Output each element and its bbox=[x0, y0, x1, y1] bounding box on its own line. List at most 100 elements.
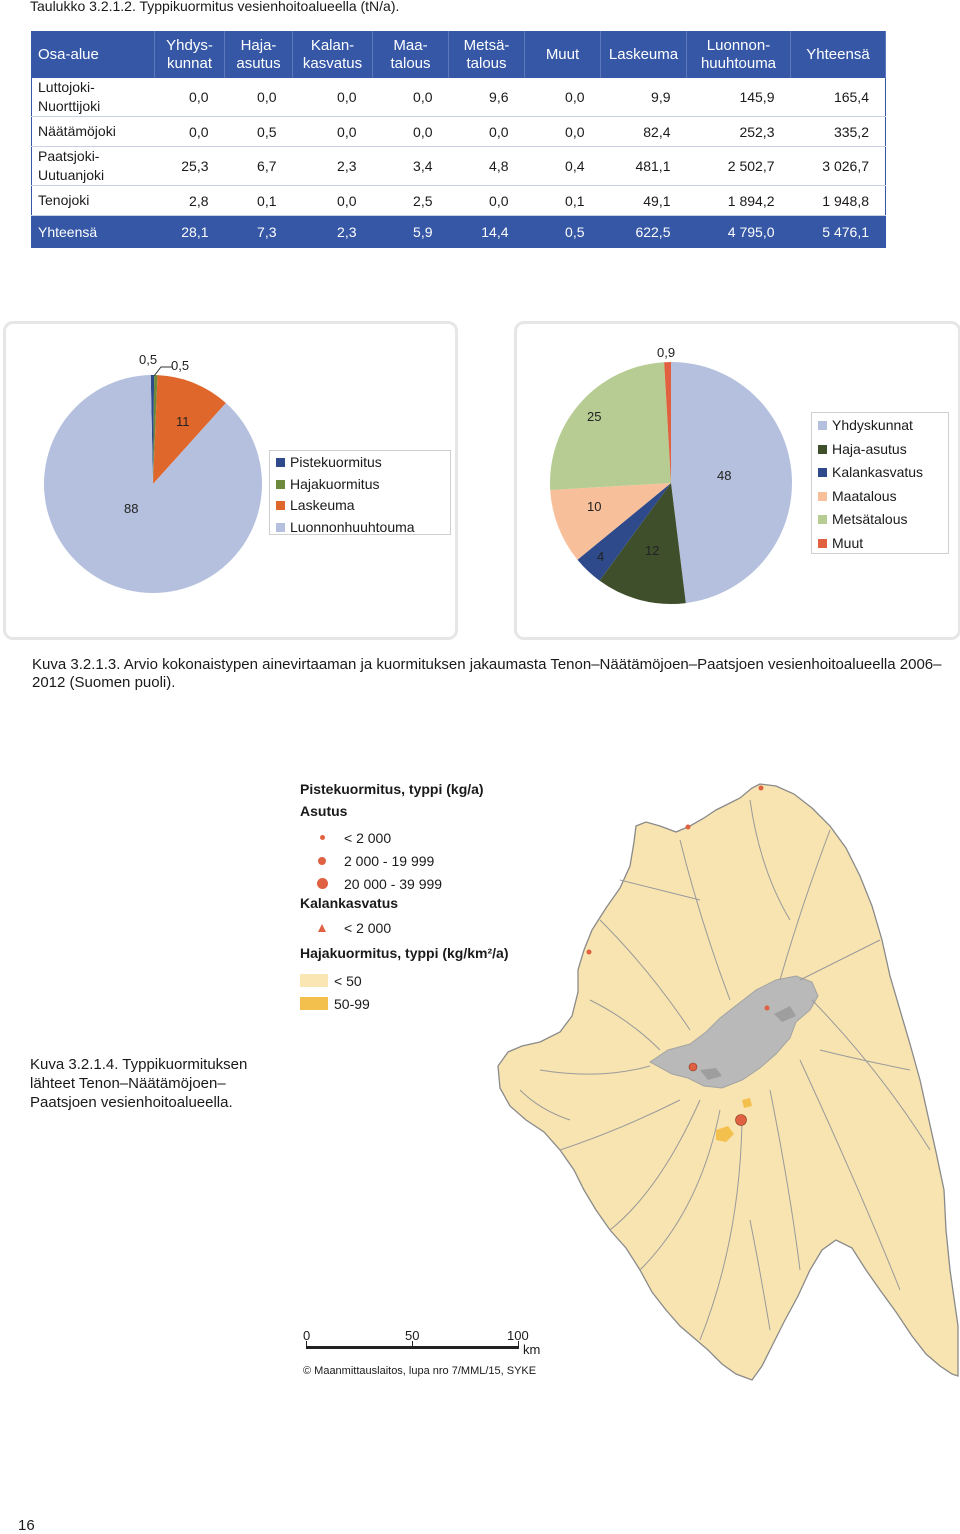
table-caption: Taulukko 3.2.1.2. Typpikuormitus vesienh… bbox=[30, 0, 400, 14]
legend-label: Kalankasvatus bbox=[832, 464, 924, 480]
map-legend-label: 20 000 - 39 999 bbox=[344, 875, 443, 892]
table-cell: 9,9 bbox=[600, 78, 687, 117]
table-cell: 1 948,8 bbox=[790, 185, 886, 216]
pie-slice bbox=[153, 375, 226, 484]
table-cell: 14,4 bbox=[448, 215, 525, 248]
pie-slice-label: 88 bbox=[124, 501, 138, 516]
pie-slice bbox=[43, 375, 262, 593]
legend-item: Yhdyskunnat bbox=[812, 414, 948, 438]
scale-unit: km bbox=[523, 1342, 541, 1357]
table-row: Näätämöjoki 0,0 0,5 0,0 0,0 0,0 0,0 82,4 252,3 33… bbox=[31, 116, 886, 147]
lake-district bbox=[649, 975, 819, 1089]
pie-slice bbox=[150, 375, 155, 484]
column-header: Muut bbox=[524, 31, 601, 78]
pie-slice-label: 25 bbox=[587, 409, 601, 424]
legend-swatch-icon bbox=[818, 468, 827, 478]
table-cell: 0,0 bbox=[292, 116, 373, 147]
figure-caption: Kuva 3.2.1.4. Typpikuormituksen lähteet … bbox=[30, 1056, 248, 1111]
pie-slice-label: 10 bbox=[587, 499, 601, 514]
pie-slice-label: 0,5 bbox=[171, 358, 189, 373]
table-cell: 0,0 bbox=[524, 78, 601, 117]
legend-label: Maatalous bbox=[832, 487, 897, 504]
point-load-marker bbox=[764, 1005, 770, 1011]
map-legend-row: 2 000 - 19 999 bbox=[300, 849, 508, 872]
table-cell: 3 026,7 bbox=[790, 146, 886, 186]
table-cell: 0,0 bbox=[292, 78, 373, 117]
pie-slice bbox=[550, 362, 671, 491]
pie-slice bbox=[153, 375, 158, 484]
table-cell: 481,1 bbox=[600, 146, 687, 186]
table-cell: 49,1 bbox=[600, 185, 687, 216]
table-cell: Yhteensä bbox=[31, 215, 155, 248]
pie-chart-right-plot: 48 12 4 10 25 0,9 bbox=[550, 345, 792, 604]
pie-chart-left: 0,5 0,5 11 88 Pistekuormitus Hajakuormitus La… bbox=[3, 321, 458, 640]
table-cell: 165,4 bbox=[790, 78, 886, 117]
legend-swatch-icon bbox=[276, 458, 285, 468]
table-cell: 0,0 bbox=[292, 185, 373, 216]
table-cell: 0,5 bbox=[524, 215, 601, 248]
nitrogen-load-table: Osa-alue Yhdys-kunnat Haja-asutus Kalan-… bbox=[31, 31, 886, 248]
table-cell: 0,0 bbox=[524, 116, 601, 147]
table-row-name: Tenojoki bbox=[31, 185, 155, 216]
table-row: Tenojoki 2,8 0,1 0,0 2,5 0,0 0,1 49,1 1 894,2 1 9… bbox=[31, 185, 886, 216]
table-cell: 28,1 bbox=[154, 215, 225, 248]
table-cell: 0,5 bbox=[224, 116, 293, 147]
diffuse-load-patch bbox=[742, 1098, 752, 1108]
table-cell: 2,3 bbox=[292, 215, 373, 248]
map-legend-kalankasvatus-label: Kalankasvatus bbox=[300, 895, 399, 911]
table-cell: 5,9 bbox=[372, 215, 449, 248]
map-legend-asutus-label: Asutus bbox=[300, 803, 348, 819]
table-cell: 252,3 bbox=[686, 116, 791, 147]
table-cell: 5 476,1 bbox=[790, 215, 886, 248]
scale-tick-label: 100 bbox=[507, 1328, 529, 1343]
legend-item: Haja-asutus bbox=[812, 438, 948, 462]
map-legend-row: < 2 000 bbox=[300, 916, 508, 939]
lake bbox=[700, 1068, 722, 1080]
pie-chart-left-plot: 0,5 0,5 11 88 bbox=[43, 352, 262, 593]
point-load-marker bbox=[586, 949, 592, 955]
column-header: Yhteensä bbox=[790, 31, 886, 78]
swatch-icon bbox=[300, 974, 328, 987]
legend-item: Muut bbox=[812, 532, 948, 556]
pie-slice-label: 12 bbox=[645, 543, 659, 558]
lake bbox=[774, 1006, 796, 1022]
scale-tick-label: 0 bbox=[303, 1328, 311, 1343]
legend-label: Laskeuma bbox=[290, 497, 355, 513]
table-cell: 0,0 bbox=[154, 78, 225, 117]
table-cell: 6,7 bbox=[224, 146, 293, 186]
scale-tick-label: 50 bbox=[405, 1328, 420, 1343]
legend-item: Laskeuma bbox=[270, 495, 450, 517]
table-cell: 0,0 bbox=[448, 116, 525, 147]
diffuse-load-patch bbox=[716, 1126, 734, 1142]
table-cell: 0,0 bbox=[372, 116, 449, 147]
map-legend-label: < 2 000 bbox=[344, 919, 392, 936]
pie-slice-label: 4 bbox=[597, 549, 604, 564]
swatch-icon bbox=[300, 997, 328, 1010]
legend-swatch-icon bbox=[276, 501, 285, 511]
legend-left: Pistekuormitus Hajakuormitus Laskeuma Luonn… bbox=[269, 450, 451, 535]
map-legend-row: < 50 bbox=[300, 969, 508, 992]
legend-label: Hajakuormitus bbox=[290, 475, 380, 492]
table-cell: 0,4 bbox=[524, 146, 601, 186]
pie-slice-label: 0,5 bbox=[139, 352, 157, 367]
table-cell: 622,5 bbox=[600, 215, 687, 248]
table-cell: 3,4 bbox=[372, 146, 449, 186]
column-header: Luonnon-huuhtouma bbox=[686, 31, 791, 78]
legend-item: Pistekuormitus bbox=[270, 452, 450, 474]
legend-swatch-icon bbox=[818, 444, 827, 454]
legend-label: Metsätalous bbox=[832, 511, 908, 527]
table-cell: 9,6 bbox=[448, 78, 525, 117]
column-header: Maa-talous bbox=[372, 31, 449, 78]
map-legend: Pistekuormitus, typpi (kg/a) Asutus < 2 … bbox=[300, 781, 508, 1015]
map-legend-label: 2 000 - 19 999 bbox=[344, 852, 435, 869]
map-legend-label: 50-99 bbox=[334, 995, 370, 1012]
map bbox=[497, 783, 959, 1381]
table-cell: 0,0 bbox=[224, 78, 293, 117]
map-legend-title: Pistekuormitus, typpi (kg/a) bbox=[300, 781, 484, 797]
legend-label: Luonnonhuuhtouma bbox=[290, 518, 415, 535]
column-header: Laskeuma bbox=[600, 31, 687, 78]
table-row-name: Paatsjoki- Uutuanjoki bbox=[31, 146, 155, 186]
table-row-name: Näätämöjoki bbox=[31, 116, 155, 147]
figure-caption: Kuva 3.2.1.3. Arvio kokonaistypen ainevi… bbox=[32, 656, 942, 691]
legend-swatch-icon bbox=[818, 491, 827, 501]
